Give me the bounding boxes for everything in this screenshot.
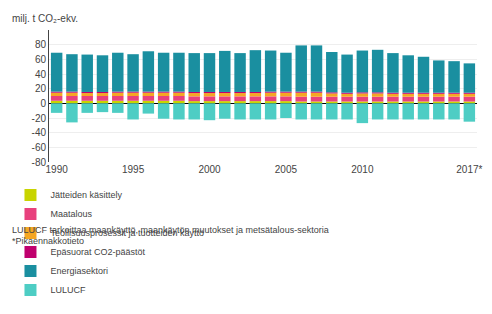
svg-text:LULUCF: LULUCF bbox=[50, 285, 86, 295]
svg-text:-60: -60 bbox=[32, 142, 47, 153]
svg-text:Jätteiden käsittely: Jätteiden käsittely bbox=[50, 190, 122, 200]
svg-text:40: 40 bbox=[35, 69, 47, 80]
svg-text:LULUCF tarkoittaa maankäyttö,: LULUCF tarkoittaa maankäyttö, maankäytön… bbox=[12, 225, 329, 235]
svg-text:-80: -80 bbox=[32, 157, 47, 168]
svg-text:-40: -40 bbox=[32, 127, 47, 138]
svg-text:*Pikaennakkotieto: *Pikaennakkotieto bbox=[12, 236, 84, 246]
svg-text:1990: 1990 bbox=[46, 164, 69, 175]
svg-text:Epäsuorat CO2-päästöt: Epäsuorat CO2-päästöt bbox=[50, 247, 145, 257]
svg-text:-20: -20 bbox=[32, 113, 47, 124]
svg-text:2005: 2005 bbox=[275, 164, 298, 175]
svg-text:20: 20 bbox=[35, 83, 47, 94]
svg-text:Maatalous: Maatalous bbox=[50, 209, 92, 219]
svg-text:80: 80 bbox=[35, 39, 47, 50]
svg-text:1995: 1995 bbox=[122, 164, 145, 175]
svg-text:60: 60 bbox=[35, 54, 47, 65]
svg-text:2017*: 2017* bbox=[456, 164, 482, 175]
svg-text:0: 0 bbox=[40, 98, 46, 109]
svg-text:2010: 2010 bbox=[351, 164, 374, 175]
svg-text:Energiasektori: Energiasektori bbox=[50, 266, 108, 276]
svg-text:2000: 2000 bbox=[198, 164, 221, 175]
svg-text:Teollisuusprosessit ja tuottei: Teollisuusprosessit ja tuotteiden käyttö bbox=[50, 228, 204, 238]
svg-text:milj. t CO₂-ekv.: milj. t CO₂-ekv. bbox=[12, 13, 78, 24]
